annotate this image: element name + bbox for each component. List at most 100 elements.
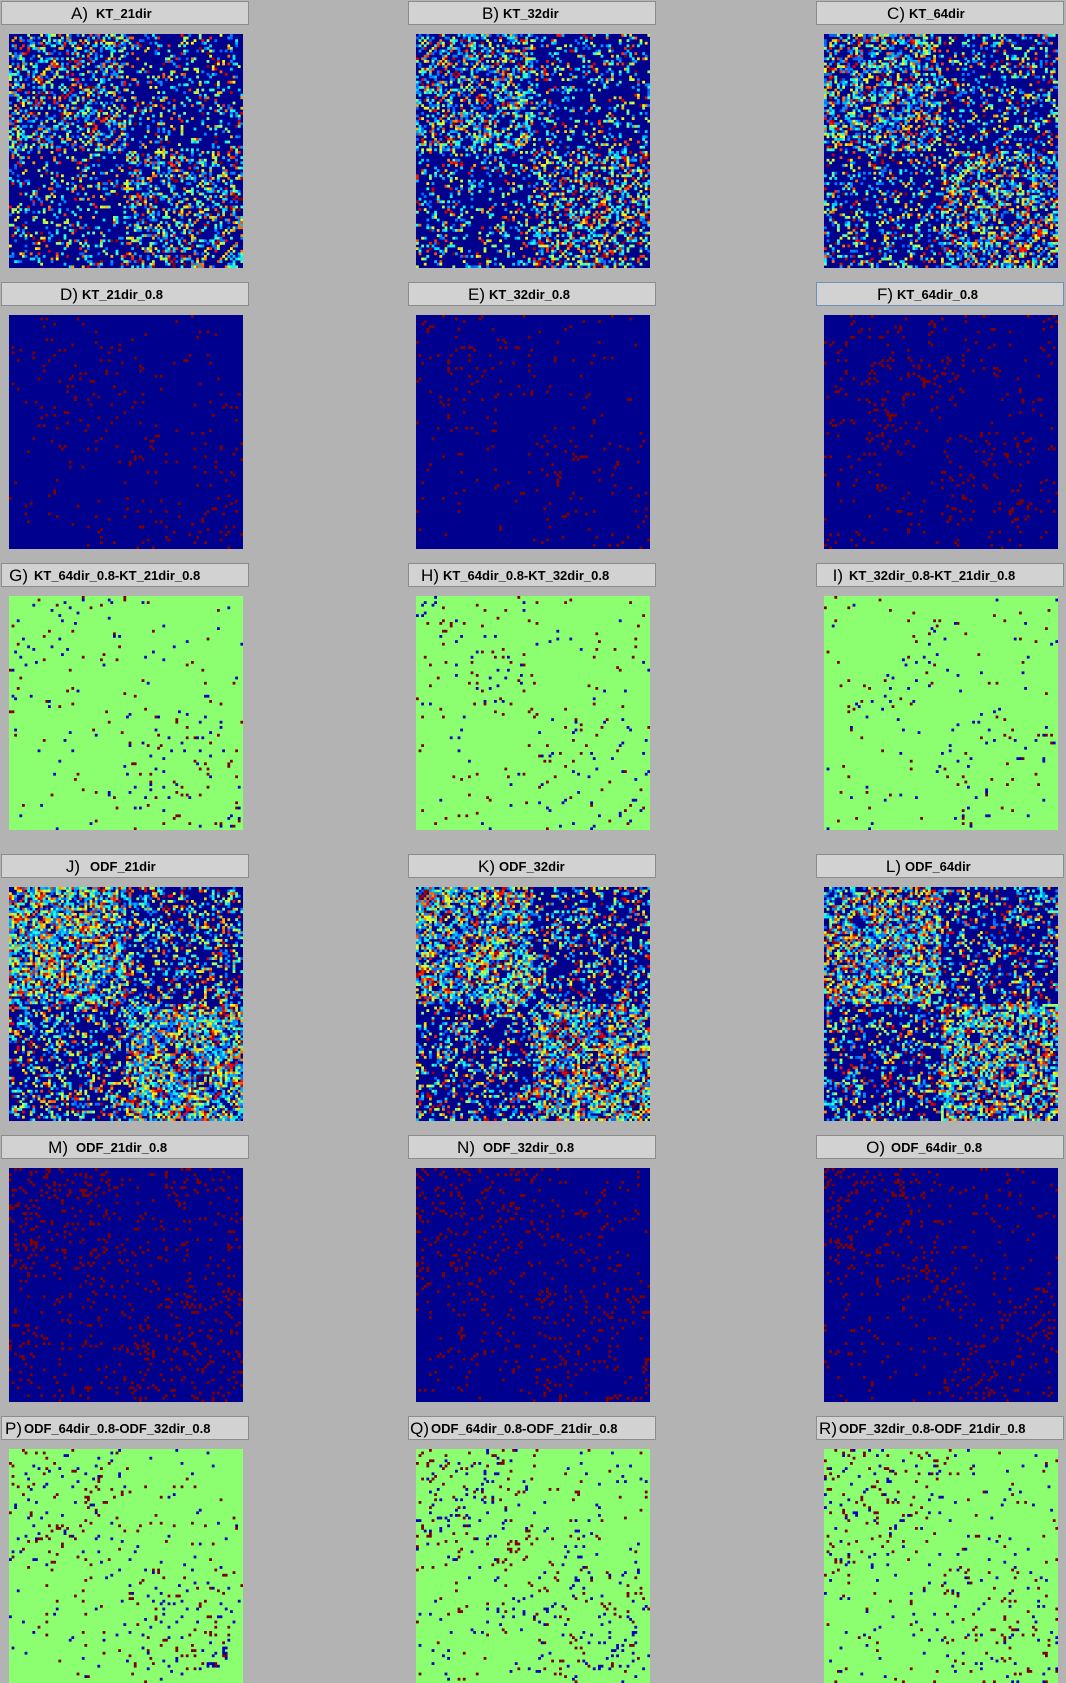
heatmap-cell — [129, 167, 132, 170]
heatmap-cell — [442, 143, 445, 146]
heatmap-cell — [51, 117, 54, 120]
heatmap-cell — [580, 213, 583, 216]
heatmap-cell — [51, 34, 54, 37]
heatmap-cell — [95, 125, 98, 128]
heatmap-cell — [473, 141, 476, 144]
heatmap-cell — [14, 239, 17, 242]
heatmap-cell — [569, 213, 572, 216]
heatmap-cell — [437, 86, 440, 89]
heatmap-cell — [564, 161, 567, 164]
heatmap-cell — [92, 263, 95, 266]
heatmap-cell — [126, 159, 129, 162]
heatmap-cell — [439, 122, 442, 125]
heatmap-cell — [642, 135, 645, 138]
heatmap-cell — [90, 70, 93, 73]
heatmap-cell — [240, 174, 243, 177]
heatmap-cell — [147, 70, 150, 73]
heatmap-cell — [637, 167, 640, 170]
heatmap-cell — [536, 260, 539, 263]
heatmap-cell — [517, 263, 520, 266]
heatmap-cell — [66, 57, 69, 60]
heatmap-cell — [9, 102, 12, 105]
heatmap-cell — [30, 63, 33, 66]
heatmap-cell — [502, 224, 505, 227]
heatmap-cell — [19, 109, 22, 112]
heatmap-cell — [116, 107, 119, 110]
heatmap-cell — [585, 221, 588, 224]
heatmap-cell — [186, 226, 189, 229]
heatmap-cell — [123, 133, 126, 136]
heatmap-cell — [199, 229, 202, 232]
heatmap-cell — [458, 94, 461, 97]
heatmap-cell — [51, 193, 54, 196]
heatmap-cell — [647, 161, 650, 164]
heatmap-cell — [30, 252, 33, 255]
heatmap-cell — [434, 76, 437, 79]
heatmap-cell — [426, 224, 429, 227]
heatmap-cell — [194, 167, 197, 170]
heatmap-cell — [56, 102, 59, 105]
heatmap-cell — [447, 164, 450, 167]
heatmap-cell — [439, 250, 442, 253]
heatmap-cell — [590, 198, 593, 201]
heatmap-cell — [536, 213, 539, 216]
heatmap-cell — [87, 117, 90, 120]
heatmap-cell — [629, 102, 632, 105]
heatmap-cell — [549, 112, 552, 115]
heatmap-cell — [131, 206, 134, 209]
heatmap-cell — [499, 65, 502, 68]
heatmap-cell — [123, 99, 126, 102]
heatmap-cell — [473, 125, 476, 128]
heatmap-cell — [585, 73, 588, 76]
heatmap-cell — [168, 167, 171, 170]
heatmap-cell — [134, 172, 137, 175]
heatmap-cell — [217, 60, 220, 63]
heatmap-cell — [71, 42, 74, 45]
heatmap-cell — [19, 138, 22, 141]
heatmap-cell — [32, 143, 35, 146]
heatmap-cell — [458, 193, 461, 196]
heatmap-cell — [207, 81, 210, 84]
heatmap-cell — [181, 159, 184, 162]
heatmap-cell — [152, 164, 155, 167]
heatmap-cell — [22, 161, 25, 164]
heatmap-cell — [481, 78, 484, 81]
heatmap-cell — [82, 65, 85, 68]
heatmap-cell — [139, 182, 142, 185]
heatmap-cell — [201, 42, 204, 45]
heatmap-cell — [170, 161, 173, 164]
heatmap-cell — [590, 174, 593, 177]
heatmap-cell — [473, 57, 476, 60]
heatmap-cell — [455, 39, 458, 42]
heatmap-cell — [40, 146, 43, 149]
heatmap-cell — [134, 211, 137, 214]
heatmap-cell — [582, 174, 585, 177]
heatmap-cell — [116, 73, 119, 76]
heatmap-cell — [217, 94, 220, 97]
heatmap-cell — [173, 180, 176, 183]
heatmap-cell — [517, 208, 520, 211]
heatmap-cell — [507, 50, 510, 53]
heatmap-cell — [71, 146, 74, 149]
heatmap-cell — [460, 52, 463, 55]
heatmap-cell — [538, 177, 541, 180]
heatmap-cell — [468, 34, 471, 37]
heatmap-cell — [27, 73, 30, 76]
heatmap-cell — [484, 148, 487, 151]
heatmap-cell — [225, 73, 228, 76]
heatmap-cell — [523, 138, 526, 141]
heatmap-cell — [577, 239, 580, 242]
heatmap-cell — [149, 65, 152, 68]
heatmap-cell — [520, 94, 523, 97]
heatmap-cell — [38, 242, 41, 245]
heatmap-cell — [108, 180, 111, 183]
heatmap-cell — [9, 65, 12, 68]
heatmap-cell — [64, 213, 67, 216]
heatmap-cell — [512, 60, 515, 63]
heatmap-cell — [14, 128, 17, 131]
heatmap-cell — [181, 258, 184, 261]
heatmap-cell — [450, 102, 453, 105]
heatmap-cell — [424, 141, 427, 144]
heatmap-cell — [645, 117, 648, 120]
heatmap-cell — [504, 70, 507, 73]
